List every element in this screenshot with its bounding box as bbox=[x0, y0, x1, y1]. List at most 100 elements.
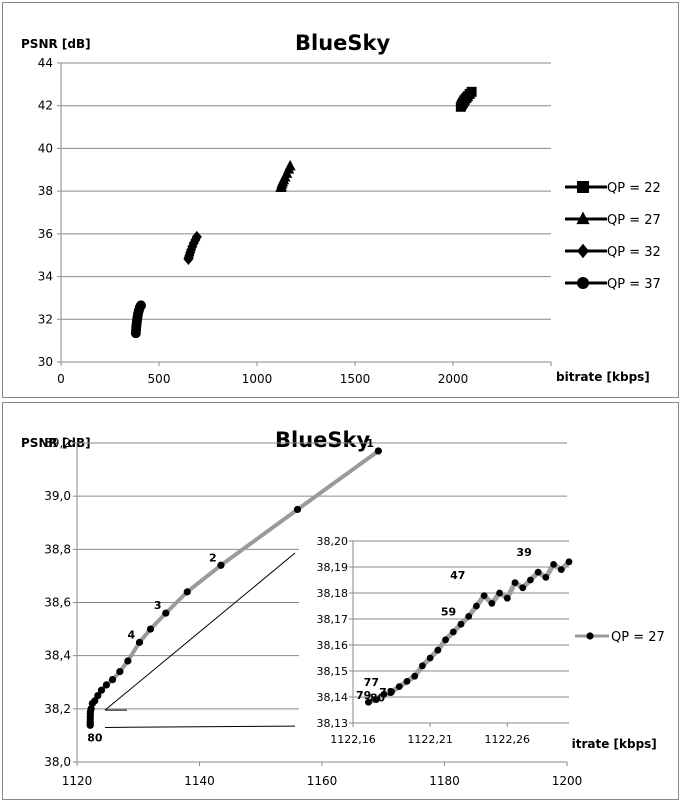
zoom-line bbox=[104, 552, 296, 711]
data-point bbox=[135, 638, 144, 646]
inset-point-label: 59 bbox=[441, 606, 456, 619]
y-tick-label: 30 bbox=[38, 355, 53, 369]
y-tick-label: 39,2 bbox=[44, 436, 71, 450]
x-tick-label: 0 bbox=[57, 372, 65, 386]
inset-data-point bbox=[380, 691, 388, 698]
inset-y-tick-label: 38,17 bbox=[317, 613, 349, 626]
series-triangle bbox=[275, 159, 296, 192]
data-point bbox=[97, 686, 106, 694]
inset-data-point bbox=[395, 683, 403, 690]
inset-data-point bbox=[442, 636, 449, 644]
data-point bbox=[284, 159, 296, 171]
inset-y-tick-label: 38,19 bbox=[317, 561, 349, 574]
inset-x-tick-label: 1122,16 bbox=[330, 733, 376, 746]
inset-data-point bbox=[527, 576, 534, 584]
inset-y-tick-label: 38,13 bbox=[317, 717, 349, 730]
y-tick-label: 38,6 bbox=[44, 596, 71, 610]
legend-marker bbox=[577, 181, 589, 193]
inset-data-point bbox=[503, 594, 511, 602]
series-square bbox=[455, 86, 477, 112]
legend-item: QP = 27 bbox=[565, 211, 661, 228]
inset-data-point bbox=[565, 558, 573, 566]
legend-marker bbox=[576, 211, 590, 225]
legend-item: QP = 37 bbox=[565, 277, 661, 292]
data-point bbox=[293, 505, 302, 514]
inset-point-label: 47 bbox=[450, 569, 465, 582]
inset-data-point bbox=[434, 646, 442, 654]
data-point bbox=[102, 681, 110, 689]
inset-data-point bbox=[557, 566, 565, 573]
x-tick-label: 1180 bbox=[429, 774, 460, 788]
data-point bbox=[135, 300, 146, 311]
chart-title: BlueSky bbox=[275, 428, 370, 452]
inset-data-point bbox=[496, 589, 503, 597]
data-point bbox=[108, 675, 117, 684]
inset-data-point bbox=[449, 628, 457, 636]
legend-item: QP = 22 bbox=[565, 181, 661, 196]
x-tick-label: 1140 bbox=[184, 774, 215, 788]
inset-x-tick-label: 1122,21 bbox=[407, 733, 453, 746]
legend-marker bbox=[577, 243, 589, 259]
inset-y-tick-label: 38,15 bbox=[317, 665, 349, 678]
inset-y-tick-label: 38,14 bbox=[317, 691, 349, 704]
y-axis-label: PSNR [dB] bbox=[21, 37, 91, 51]
inset-data-point bbox=[550, 561, 557, 568]
data-point bbox=[217, 561, 225, 569]
legend-marker bbox=[577, 277, 589, 289]
zoom-line bbox=[104, 725, 296, 728]
y-tick-label: 32 bbox=[38, 312, 53, 326]
inset-point-label: 79 bbox=[356, 689, 371, 702]
point-label: 4 bbox=[127, 628, 135, 641]
axes bbox=[73, 442, 568, 766]
x-axis-label: bitrate [kbps] bbox=[556, 370, 650, 384]
data-point bbox=[374, 447, 382, 455]
data-point bbox=[146, 625, 155, 633]
inset-data-point bbox=[473, 602, 480, 610]
inset-data-point bbox=[426, 654, 434, 662]
inset-data-point bbox=[511, 579, 519, 586]
inset-data-point bbox=[488, 600, 496, 607]
inset-y-tick-label: 38,18 bbox=[317, 587, 349, 600]
legend: QP = 22 QP = 27 QP = 32 QP = 37 bbox=[565, 181, 661, 292]
data-point bbox=[116, 668, 124, 676]
point-label: 80 bbox=[87, 731, 103, 744]
legend-item: QP = 27 bbox=[575, 630, 665, 645]
x-tick-label: 2000 bbox=[438, 372, 469, 386]
axes bbox=[57, 62, 552, 366]
inset-data-point bbox=[519, 584, 527, 592]
y-axis-label: PSNR [dB] bbox=[21, 436, 91, 450]
inset-data-point bbox=[480, 592, 488, 599]
inset-data-point bbox=[465, 613, 473, 620]
inset-data-point bbox=[411, 672, 419, 680]
inset-data-point bbox=[534, 568, 542, 576]
legend-label: QP = 27 bbox=[611, 630, 665, 645]
data-point bbox=[466, 86, 477, 97]
inset-data-point bbox=[457, 620, 465, 628]
y-tick-label: 42 bbox=[38, 99, 53, 113]
inset-data-point bbox=[542, 574, 550, 581]
data-point bbox=[86, 721, 94, 729]
inset-y-tick-label: 38,20 bbox=[317, 535, 349, 548]
series-diamond bbox=[183, 230, 202, 266]
data-point bbox=[162, 609, 170, 617]
inset-point-label: 77 bbox=[364, 676, 379, 689]
point-label: 3 bbox=[154, 599, 162, 612]
grid bbox=[61, 62, 551, 363]
data-point bbox=[183, 588, 191, 596]
legend-marker bbox=[586, 632, 594, 640]
tick-labels: 38,0 38,2 38,4 38,6 38,8 39,0 39,2 1120 1140 1160… bbox=[44, 436, 582, 788]
inset-point-label: 78 bbox=[379, 686, 394, 699]
y-tick-label: 36 bbox=[38, 227, 53, 241]
inset-y-tick-label: 38,16 bbox=[317, 639, 349, 652]
inset-zoom: 38,13 38,14 38,15 38,16 38,17 38,18 38,19 38,20… bbox=[299, 531, 573, 749]
legend-label: QP = 37 bbox=[607, 277, 661, 292]
x-axis-label: bitrate [kbps] bbox=[563, 737, 657, 751]
y-tick-label: 38,8 bbox=[44, 542, 71, 556]
y-tick-label: 38 bbox=[38, 184, 53, 198]
legend-item: QP = 32 bbox=[565, 243, 661, 260]
y-tick-label: 38,4 bbox=[44, 649, 71, 663]
inset-data-point bbox=[372, 696, 380, 703]
series-circle bbox=[130, 300, 146, 339]
inset-point-label: 80 bbox=[370, 691, 386, 704]
point-label: 2 bbox=[209, 551, 217, 564]
